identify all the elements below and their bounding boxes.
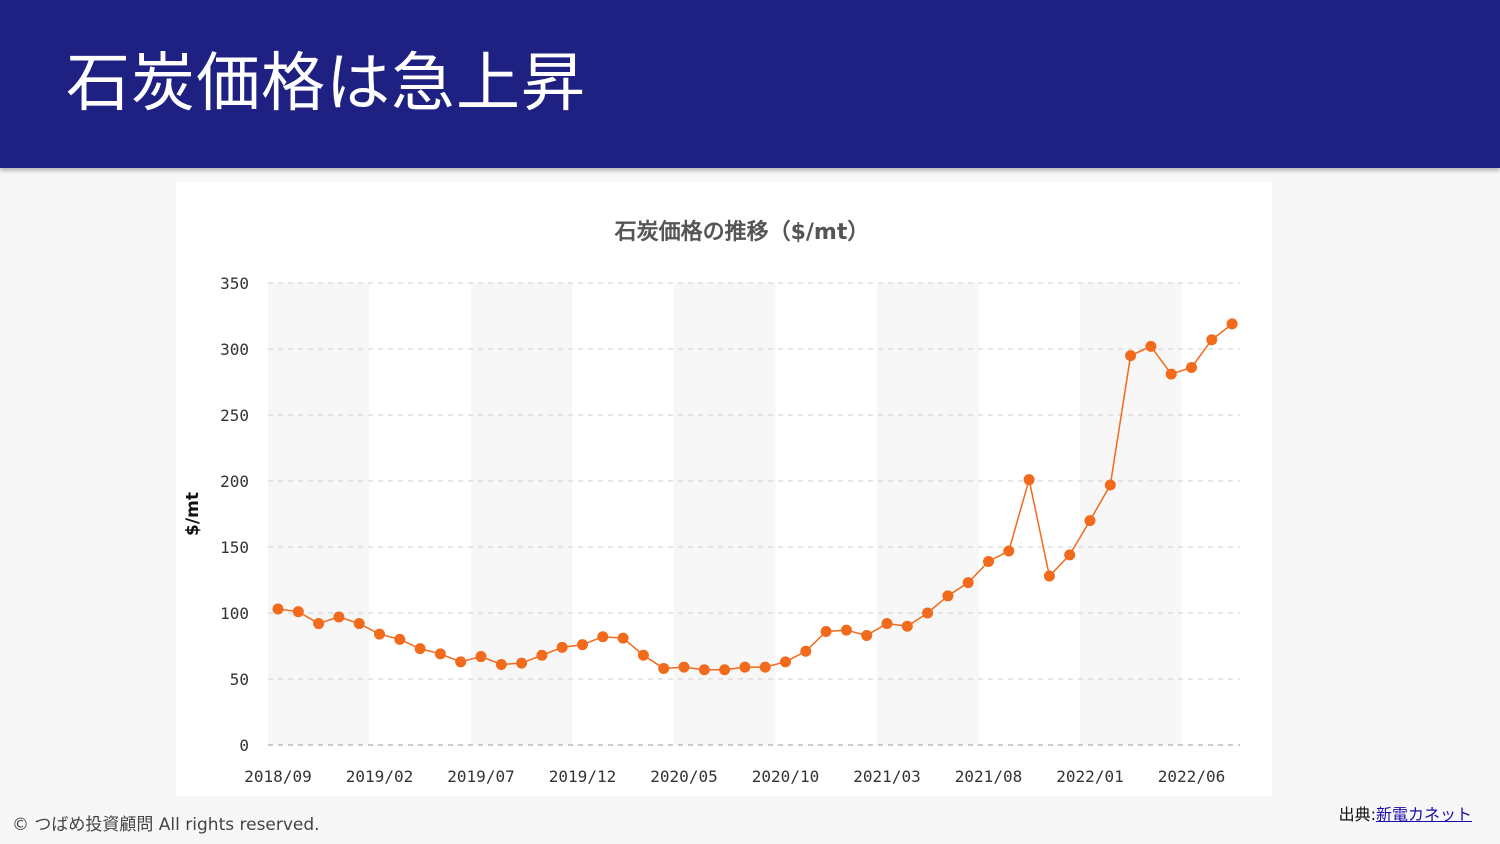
y-tick-label: 300 xyxy=(220,340,249,359)
data-point xyxy=(333,611,345,623)
plot-band xyxy=(876,283,979,745)
data-point xyxy=(556,641,568,653)
data-point xyxy=(861,629,873,641)
y-tick-label: 0 xyxy=(239,736,249,755)
data-point xyxy=(455,656,467,668)
data-point xyxy=(637,649,649,661)
chart-title: 石炭価格の推移（$/mt） xyxy=(614,219,870,245)
source-link[interactable]: 新電カネット xyxy=(1375,805,1472,824)
data-point xyxy=(678,661,690,673)
data-point xyxy=(1226,318,1238,330)
data-point xyxy=(719,664,731,676)
data-point xyxy=(840,624,852,636)
plot-band xyxy=(470,283,573,745)
data-point xyxy=(1186,361,1197,373)
coal-price-chart: 0 50 100 150 200 250 300 350 2018/09 2019/02 2019/… xyxy=(183,219,1240,786)
data-point xyxy=(1043,570,1055,582)
x-tick-label: 2020/05 xyxy=(650,767,717,786)
plot-band xyxy=(673,283,776,745)
x-tick-label: 2020/10 xyxy=(752,767,819,786)
data-point xyxy=(942,590,954,602)
data-point xyxy=(1125,350,1137,362)
y-tick-label: 250 xyxy=(220,406,249,425)
y-tick-label: 150 xyxy=(220,538,249,557)
y-tick-label: 350 xyxy=(220,274,249,293)
data-point xyxy=(1165,368,1177,380)
data-point xyxy=(475,651,487,663)
data-point xyxy=(1145,340,1157,352)
data-point xyxy=(495,658,507,670)
y-tick-label: 100 xyxy=(220,604,249,623)
copyright-notice: © つばめ投資顧問 All rights reserved. xyxy=(12,815,320,835)
x-tick-label: 2022/06 xyxy=(1158,767,1225,786)
x-tick-label: 2018/09 xyxy=(244,767,311,786)
data-point xyxy=(374,628,385,640)
x-tick-label: 2021/03 xyxy=(853,767,920,786)
data-point xyxy=(800,645,812,657)
source-label: 出典: xyxy=(1338,805,1376,824)
data-point xyxy=(1023,474,1035,486)
x-tick-label: 2019/02 xyxy=(346,767,413,786)
slide-title: 石炭価格は急上昇 xyxy=(66,47,586,121)
data-point xyxy=(759,661,771,673)
data-point xyxy=(901,620,913,632)
y-tick-label: 50 xyxy=(230,670,249,689)
chart-container: 0 50 100 150 200 250 300 350 2018/09 2019/02 2019/… xyxy=(176,182,1272,796)
plot-band xyxy=(267,283,370,745)
data-point xyxy=(536,649,548,661)
data-point xyxy=(698,664,710,676)
x-tick-label: 2022/01 xyxy=(1056,767,1123,786)
data-point xyxy=(1064,549,1076,561)
y-axis-title: $/mt xyxy=(183,492,203,536)
data-point xyxy=(313,618,325,630)
x-tick-label: 2019/07 xyxy=(447,767,514,786)
data-point xyxy=(881,618,893,630)
data-point xyxy=(617,632,629,644)
x-tick-label: 2019/12 xyxy=(549,767,616,786)
source-credit: 出典:新電カネット xyxy=(1339,801,1472,825)
data-point xyxy=(516,657,528,669)
data-point xyxy=(739,661,751,673)
y-tick-label: 200 xyxy=(220,472,249,491)
data-point xyxy=(292,606,304,618)
data-point xyxy=(983,556,994,568)
data-point xyxy=(922,607,934,619)
data-point xyxy=(414,643,426,655)
data-point xyxy=(1206,334,1218,346)
data-point xyxy=(394,633,406,645)
data-point xyxy=(1084,515,1096,527)
data-point xyxy=(353,618,365,630)
data-point xyxy=(1003,545,1015,557)
data-point xyxy=(1104,479,1116,491)
data-point xyxy=(820,625,832,637)
data-point xyxy=(434,648,446,660)
slide-header: 石炭価格は急上昇 xyxy=(0,0,1500,168)
data-point xyxy=(962,577,974,589)
data-point xyxy=(577,639,588,651)
data-point xyxy=(658,662,670,674)
data-point xyxy=(780,656,791,668)
x-tick-label: 2021/08 xyxy=(955,767,1022,786)
data-point xyxy=(597,631,609,643)
data-point xyxy=(272,603,284,615)
